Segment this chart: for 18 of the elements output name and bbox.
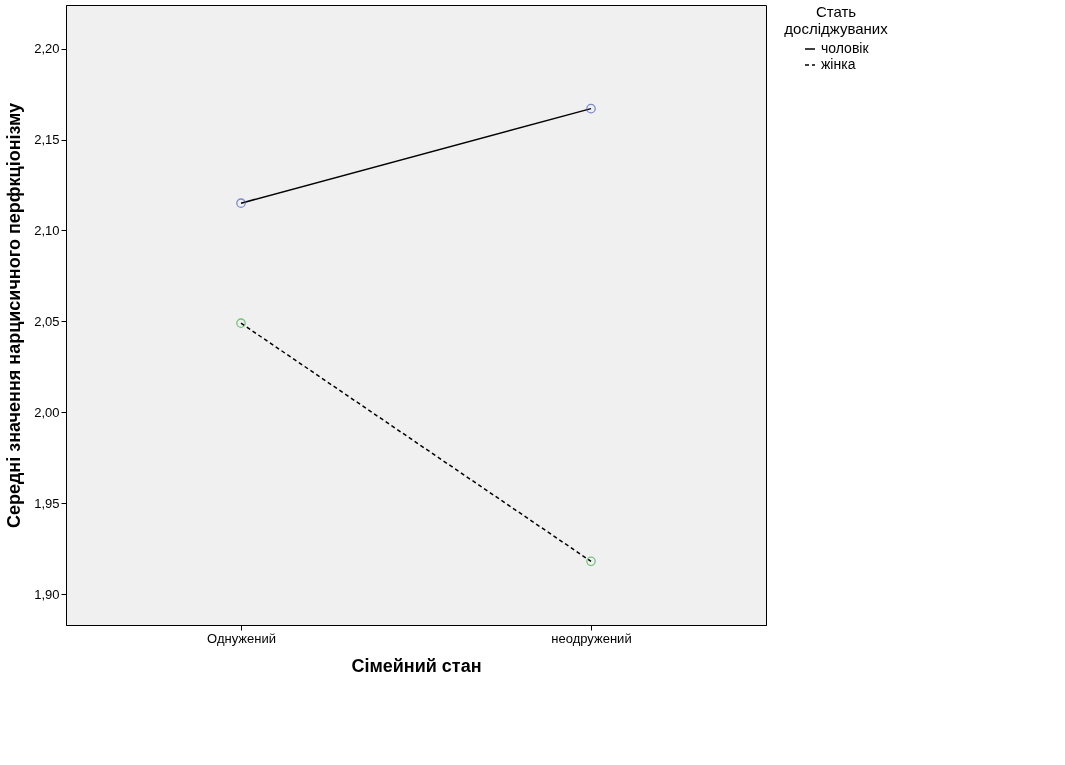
legend-title: Стать досліджуваних — [784, 3, 889, 37]
y-tick-label: 2,15 — [34, 132, 60, 148]
y-tick-label: 1,95 — [34, 495, 60, 511]
point — [586, 556, 596, 567]
y-tick-label: 2,00 — [34, 404, 60, 420]
y-tick-label: 2,20 — [34, 41, 60, 57]
x-tick-label: Однужений — [207, 630, 276, 646]
y-tick-label: 2,10 — [34, 222, 60, 238]
y-tick-label: 1,90 — [34, 586, 60, 602]
point — [236, 318, 246, 329]
point — [586, 103, 596, 114]
legend-label: чоловік — [821, 40, 870, 56]
point — [236, 198, 246, 209]
legend-label: жінка — [821, 56, 856, 72]
x-tick-label: неодружений — [551, 630, 632, 646]
x-axis-title: Сімейний стан — [351, 655, 482, 676]
y-tick-label: 2,05 — [34, 313, 60, 329]
y-axis-title: Середні значення нарцисичного перфкціонізму — [4, 102, 25, 529]
